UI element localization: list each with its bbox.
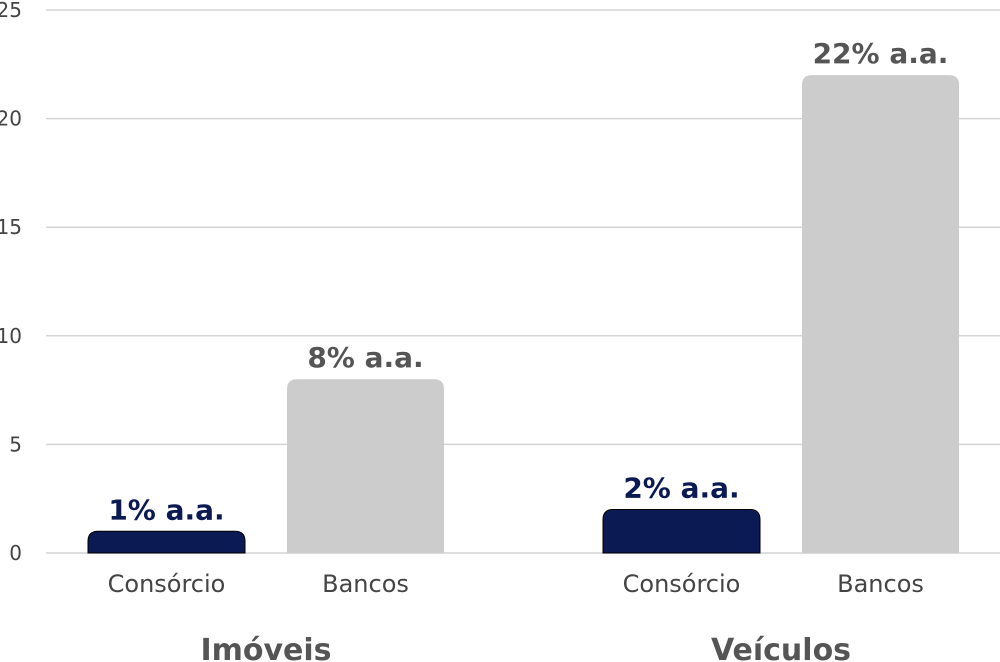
category-label: Consórcio <box>108 570 226 598</box>
bar-imoveis-consorcio <box>87 530 246 554</box>
y-tick-label: 15 <box>0 215 22 239</box>
group-label: Veículos <box>711 633 851 662</box>
x-axis-category-labels: Consórcio Bancos Consórcio Bancos <box>108 570 924 598</box>
bar-veiculos-bancos <box>802 75 959 553</box>
bar-imoveis-bancos <box>287 379 444 553</box>
data-label: 1% a.a. <box>108 493 224 526</box>
data-labels: 1% a.a. 8% a.a. 2% a.a. 22% a.a. <box>108 37 948 526</box>
data-label: 8% a.a. <box>307 341 423 374</box>
category-label: Consórcio <box>623 570 741 598</box>
group-label: Imóveis <box>200 633 331 662</box>
y-axis-ticks: 0 5 10 15 20 25 <box>0 0 22 565</box>
bar-veiculos-consorcio <box>602 509 761 554</box>
data-label: 2% a.a. <box>623 472 739 505</box>
y-tick-label: 10 <box>0 324 22 348</box>
y-tick-label: 5 <box>9 432 22 456</box>
category-label: Bancos <box>837 570 924 598</box>
y-tick-label: 20 <box>0 107 22 131</box>
data-label: 22% a.a. <box>813 37 949 70</box>
x-axis-group-labels: Imóveis Veículos <box>200 633 851 662</box>
y-tick-label: 25 <box>0 0 22 22</box>
category-label: Bancos <box>322 570 409 598</box>
bars <box>87 75 959 554</box>
y-tick-label: 0 <box>9 541 22 565</box>
